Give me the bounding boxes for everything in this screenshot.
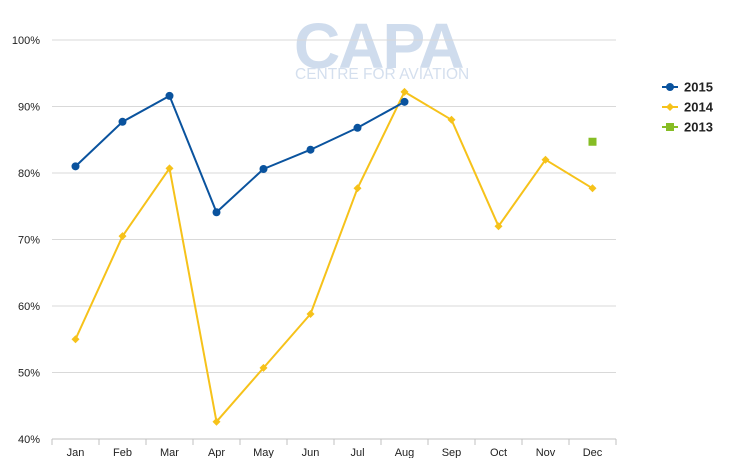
data-point (666, 103, 674, 111)
data-point (447, 115, 456, 124)
data-point (353, 123, 362, 132)
x-tick-label: Jun (302, 447, 320, 458)
y-tick-label: 90% (18, 102, 40, 114)
legend: 2015 2014 2013 (662, 80, 714, 135)
data-point (400, 97, 409, 106)
x-tick-label: Jul (350, 447, 364, 458)
data-point (259, 165, 268, 174)
data-point (212, 417, 221, 426)
x-tick-label: Oct (490, 447, 507, 458)
legend-label: 2015 (684, 80, 713, 95)
y-tick-label: 40% (18, 434, 40, 446)
series-line (74, 90, 594, 423)
capa-tagline: CENTRE FOR AVIATION (295, 66, 469, 83)
x-tick-label: Mar (160, 447, 179, 458)
data-point (165, 164, 174, 173)
capa-logo-text: CAPA (294, 10, 463, 82)
data-point (400, 87, 409, 96)
series-line (74, 94, 405, 214)
axes: 40% 50% 60% 70% 80% 90% 100% Jan Feb Mar Apr May Jun… (12, 35, 617, 458)
data-point (306, 309, 315, 318)
x-tick-label: Dec (583, 447, 603, 458)
x-tick-label: Sep (442, 447, 462, 458)
y-tick-label: 100% (12, 35, 40, 47)
y-tick-label: 70% (18, 235, 40, 247)
y-tick-label: 60% (18, 301, 40, 313)
legend-item-2013[interactable]: 2013 (662, 120, 713, 135)
data-point (71, 335, 80, 344)
x-tick-label: Jan (67, 447, 85, 458)
data-point (494, 222, 503, 231)
data-point (353, 184, 362, 193)
data-point (165, 91, 174, 100)
data-point (212, 208, 221, 217)
series-2015 (71, 91, 409, 217)
series-2013 (588, 137, 597, 146)
data-point (71, 162, 80, 171)
data-point (118, 117, 127, 126)
data-point (306, 145, 315, 154)
legend-item-2015[interactable]: 2015 (662, 80, 713, 95)
x-tick-label: Aug (395, 447, 415, 458)
data-point (666, 83, 674, 91)
x-tick-label: Apr (208, 447, 225, 458)
data-point (118, 232, 127, 241)
capa-watermark: CAPA CENTRE FOR AVIATION (294, 10, 469, 83)
x-tick-label: May (253, 447, 274, 458)
series-layer (71, 87, 597, 426)
x-tick-label: Nov (536, 447, 556, 458)
legend-label: 2013 (684, 120, 713, 135)
data-point (259, 363, 268, 372)
legend-item-2014[interactable]: 2014 (662, 100, 714, 115)
gridlines (52, 39, 616, 440)
x-tick-label: Feb (113, 447, 132, 458)
data-point (588, 184, 597, 193)
legend-label: 2014 (684, 100, 714, 115)
y-tick-label: 80% (18, 168, 40, 180)
data-point (666, 123, 674, 131)
data-point (541, 155, 550, 164)
data-point (588, 137, 597, 146)
y-tick-label: 50% (18, 368, 40, 380)
series-2014 (71, 87, 597, 426)
